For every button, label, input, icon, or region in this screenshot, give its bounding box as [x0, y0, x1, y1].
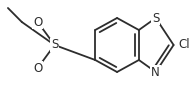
- Text: Cl: Cl: [179, 39, 190, 52]
- Text: O: O: [33, 62, 42, 74]
- Text: S: S: [152, 11, 159, 24]
- Text: N: N: [151, 65, 160, 78]
- Text: O: O: [33, 15, 42, 29]
- Text: S: S: [51, 39, 58, 52]
